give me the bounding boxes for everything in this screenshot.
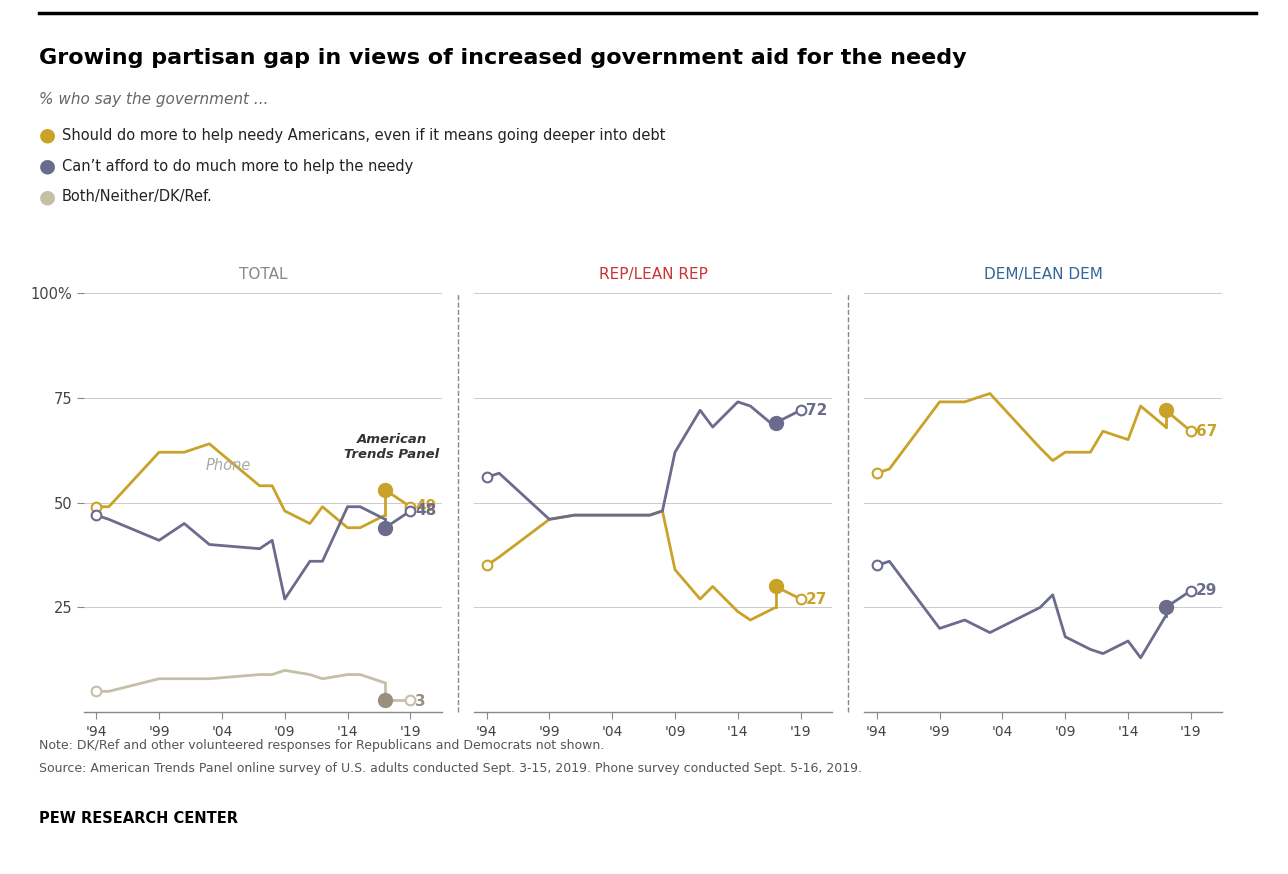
Text: ●: ● — [39, 156, 55, 176]
Text: 49: 49 — [416, 499, 437, 514]
Text: % who say the government ...: % who say the government ... — [39, 92, 268, 107]
Title: REP/LEAN REP: REP/LEAN REP — [599, 267, 707, 282]
Text: American
Trends Panel: American Trends Panel — [344, 433, 439, 461]
Text: PEW RESEARCH CENTER: PEW RESEARCH CENTER — [39, 811, 238, 826]
Text: Phone: Phone — [206, 458, 251, 473]
Text: 29: 29 — [1197, 583, 1217, 598]
Title: DEM/LEAN DEM: DEM/LEAN DEM — [984, 267, 1103, 282]
Text: Both/Neither/DK/Ref.: Both/Neither/DK/Ref. — [62, 189, 213, 205]
Title: TOTAL: TOTAL — [238, 267, 287, 282]
Text: 67: 67 — [1197, 424, 1217, 439]
Text: Growing partisan gap in views of increased government aid for the needy: Growing partisan gap in views of increas… — [39, 48, 966, 68]
Text: Can’t afford to do much more to help the needy: Can’t afford to do much more to help the… — [62, 158, 413, 174]
Text: 3: 3 — [416, 694, 426, 710]
Text: 27: 27 — [806, 592, 827, 607]
Text: 48: 48 — [416, 503, 437, 518]
Text: 72: 72 — [806, 403, 827, 418]
Text: ●: ● — [39, 187, 55, 206]
Text: Note: DK/Ref and other volunteered responses for Republicans and Democrats not s: Note: DK/Ref and other volunteered respo… — [39, 739, 604, 752]
Text: Should do more to help needy Americans, even if it means going deeper into debt: Should do more to help needy Americans, … — [62, 128, 665, 143]
Text: Source: American Trends Panel online survey of U.S. adults conducted Sept. 3-15,: Source: American Trends Panel online sur… — [39, 762, 862, 775]
Text: ●: ● — [39, 126, 55, 145]
